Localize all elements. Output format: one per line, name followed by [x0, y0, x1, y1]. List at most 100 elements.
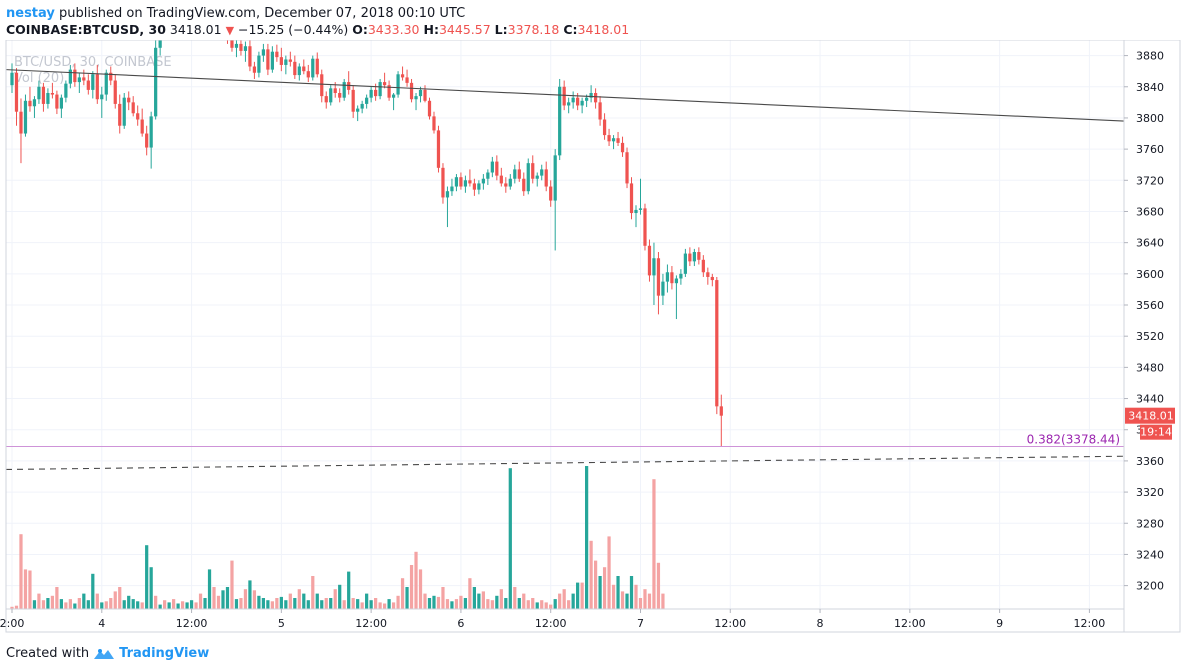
candle-body — [311, 58, 315, 78]
symbol-label[interactable]: COINBASE:BTCUSD, 30 — [6, 22, 166, 37]
price-tick-label: 3280 — [1136, 517, 1164, 530]
volume-bar — [374, 598, 378, 609]
candle-body — [405, 77, 409, 83]
candle-body — [77, 77, 81, 83]
author-name[interactable]: nestay — [6, 6, 55, 21]
volume-bar — [221, 590, 225, 609]
candle-body — [589, 93, 593, 98]
volume-bar — [436, 596, 441, 609]
candle-body — [387, 85, 391, 98]
volume-bar — [472, 587, 477, 609]
time-tick-label: 2:00 — [0, 617, 24, 630]
candle-body — [418, 89, 423, 97]
candle-body — [100, 94, 104, 100]
volume-bar — [270, 601, 274, 609]
candle-body — [531, 163, 535, 179]
candle-body — [136, 113, 140, 120]
candle-body — [154, 47, 158, 117]
candle-body — [481, 178, 485, 184]
candle-body — [490, 161, 494, 173]
plot-series — [10, 40, 723, 609]
volume-bar — [382, 603, 387, 609]
candle-body — [261, 49, 266, 56]
volume-bar — [387, 599, 391, 609]
candle-body — [365, 97, 369, 104]
volume-bar — [198, 593, 203, 609]
volume-bar — [55, 587, 59, 609]
volume-bar — [616, 576, 620, 609]
candle-body — [374, 89, 378, 97]
candle-body — [293, 61, 297, 76]
candle-body — [409, 82, 414, 100]
candle-body — [445, 191, 450, 198]
candle-body — [468, 180, 472, 184]
volume-bar — [571, 593, 575, 609]
candle-body — [113, 80, 117, 104]
candle-body — [593, 93, 598, 103]
volume-bar — [28, 570, 32, 609]
volume-bar — [23, 569, 28, 609]
candle-body — [715, 280, 719, 407]
candle-body — [674, 278, 679, 284]
volume-bar — [338, 584, 342, 609]
volume-bar — [611, 584, 616, 609]
publication-line: nestay published on TradingView.com, Dec… — [6, 6, 465, 21]
candle-body — [463, 180, 468, 187]
volume-bar — [333, 589, 337, 609]
volume-bar — [459, 595, 463, 609]
candle-body — [508, 178, 512, 187]
volume-bar — [41, 600, 46, 609]
candle-body — [10, 72, 14, 86]
price-tick-label: 3800 — [1136, 112, 1164, 125]
close-value: 3418.01 — [577, 22, 630, 37]
volume-bar — [652, 479, 656, 609]
candle-body — [351, 89, 355, 112]
volume-bar — [302, 593, 306, 609]
volume-bar — [400, 578, 405, 609]
candle-body — [82, 77, 86, 81]
volume-bar — [378, 602, 382, 609]
volume-bar — [643, 589, 647, 609]
candle-body — [535, 175, 539, 179]
volume-bar — [504, 598, 508, 609]
candle-body — [710, 276, 714, 281]
volume-bar — [149, 567, 153, 609]
candle-body — [230, 40, 234, 48]
candle-body — [270, 51, 274, 70]
candle-body — [55, 94, 59, 109]
volume-bar — [109, 598, 113, 609]
volume-bar — [136, 601, 140, 609]
candle-body — [688, 253, 692, 262]
candle-body — [149, 116, 153, 148]
chart-header: nestay published on TradingView.com, Dec… — [0, 0, 1188, 40]
volume-bar — [427, 598, 432, 609]
price-tick-label: 3840 — [1136, 81, 1164, 94]
volume-bar — [405, 587, 409, 609]
candle-body — [647, 245, 652, 276]
tradingview-brand[interactable]: TradingView — [119, 646, 210, 661]
volume-bar — [490, 600, 494, 609]
candle-body — [41, 86, 46, 104]
volume-bar — [131, 599, 135, 609]
candle-body — [46, 93, 50, 104]
candle-body — [697, 252, 701, 260]
candle-body — [436, 130, 441, 168]
volume-bar — [180, 601, 185, 609]
candle-body — [284, 59, 288, 65]
price-tick-label: 3440 — [1136, 393, 1164, 406]
candle-body — [234, 43, 239, 48]
volume-bar — [185, 602, 189, 609]
last-price: 3418.01 — [169, 22, 222, 37]
volume-bar — [329, 598, 333, 609]
fib-level-label: 0.382(3378.44) — [1027, 433, 1120, 447]
low-label: L: — [494, 22, 508, 37]
candle-body — [562, 86, 566, 106]
volume-bar — [629, 576, 634, 609]
volume-bar — [549, 604, 553, 609]
price-axis: 3880 3840 3800 3760 3720 3680 3640 3600 3560 3520… — [1124, 50, 1164, 593]
volume-bar — [252, 590, 257, 609]
countdown-badge — [1140, 424, 1172, 440]
candle-body — [522, 178, 526, 192]
candle-body — [602, 119, 607, 136]
